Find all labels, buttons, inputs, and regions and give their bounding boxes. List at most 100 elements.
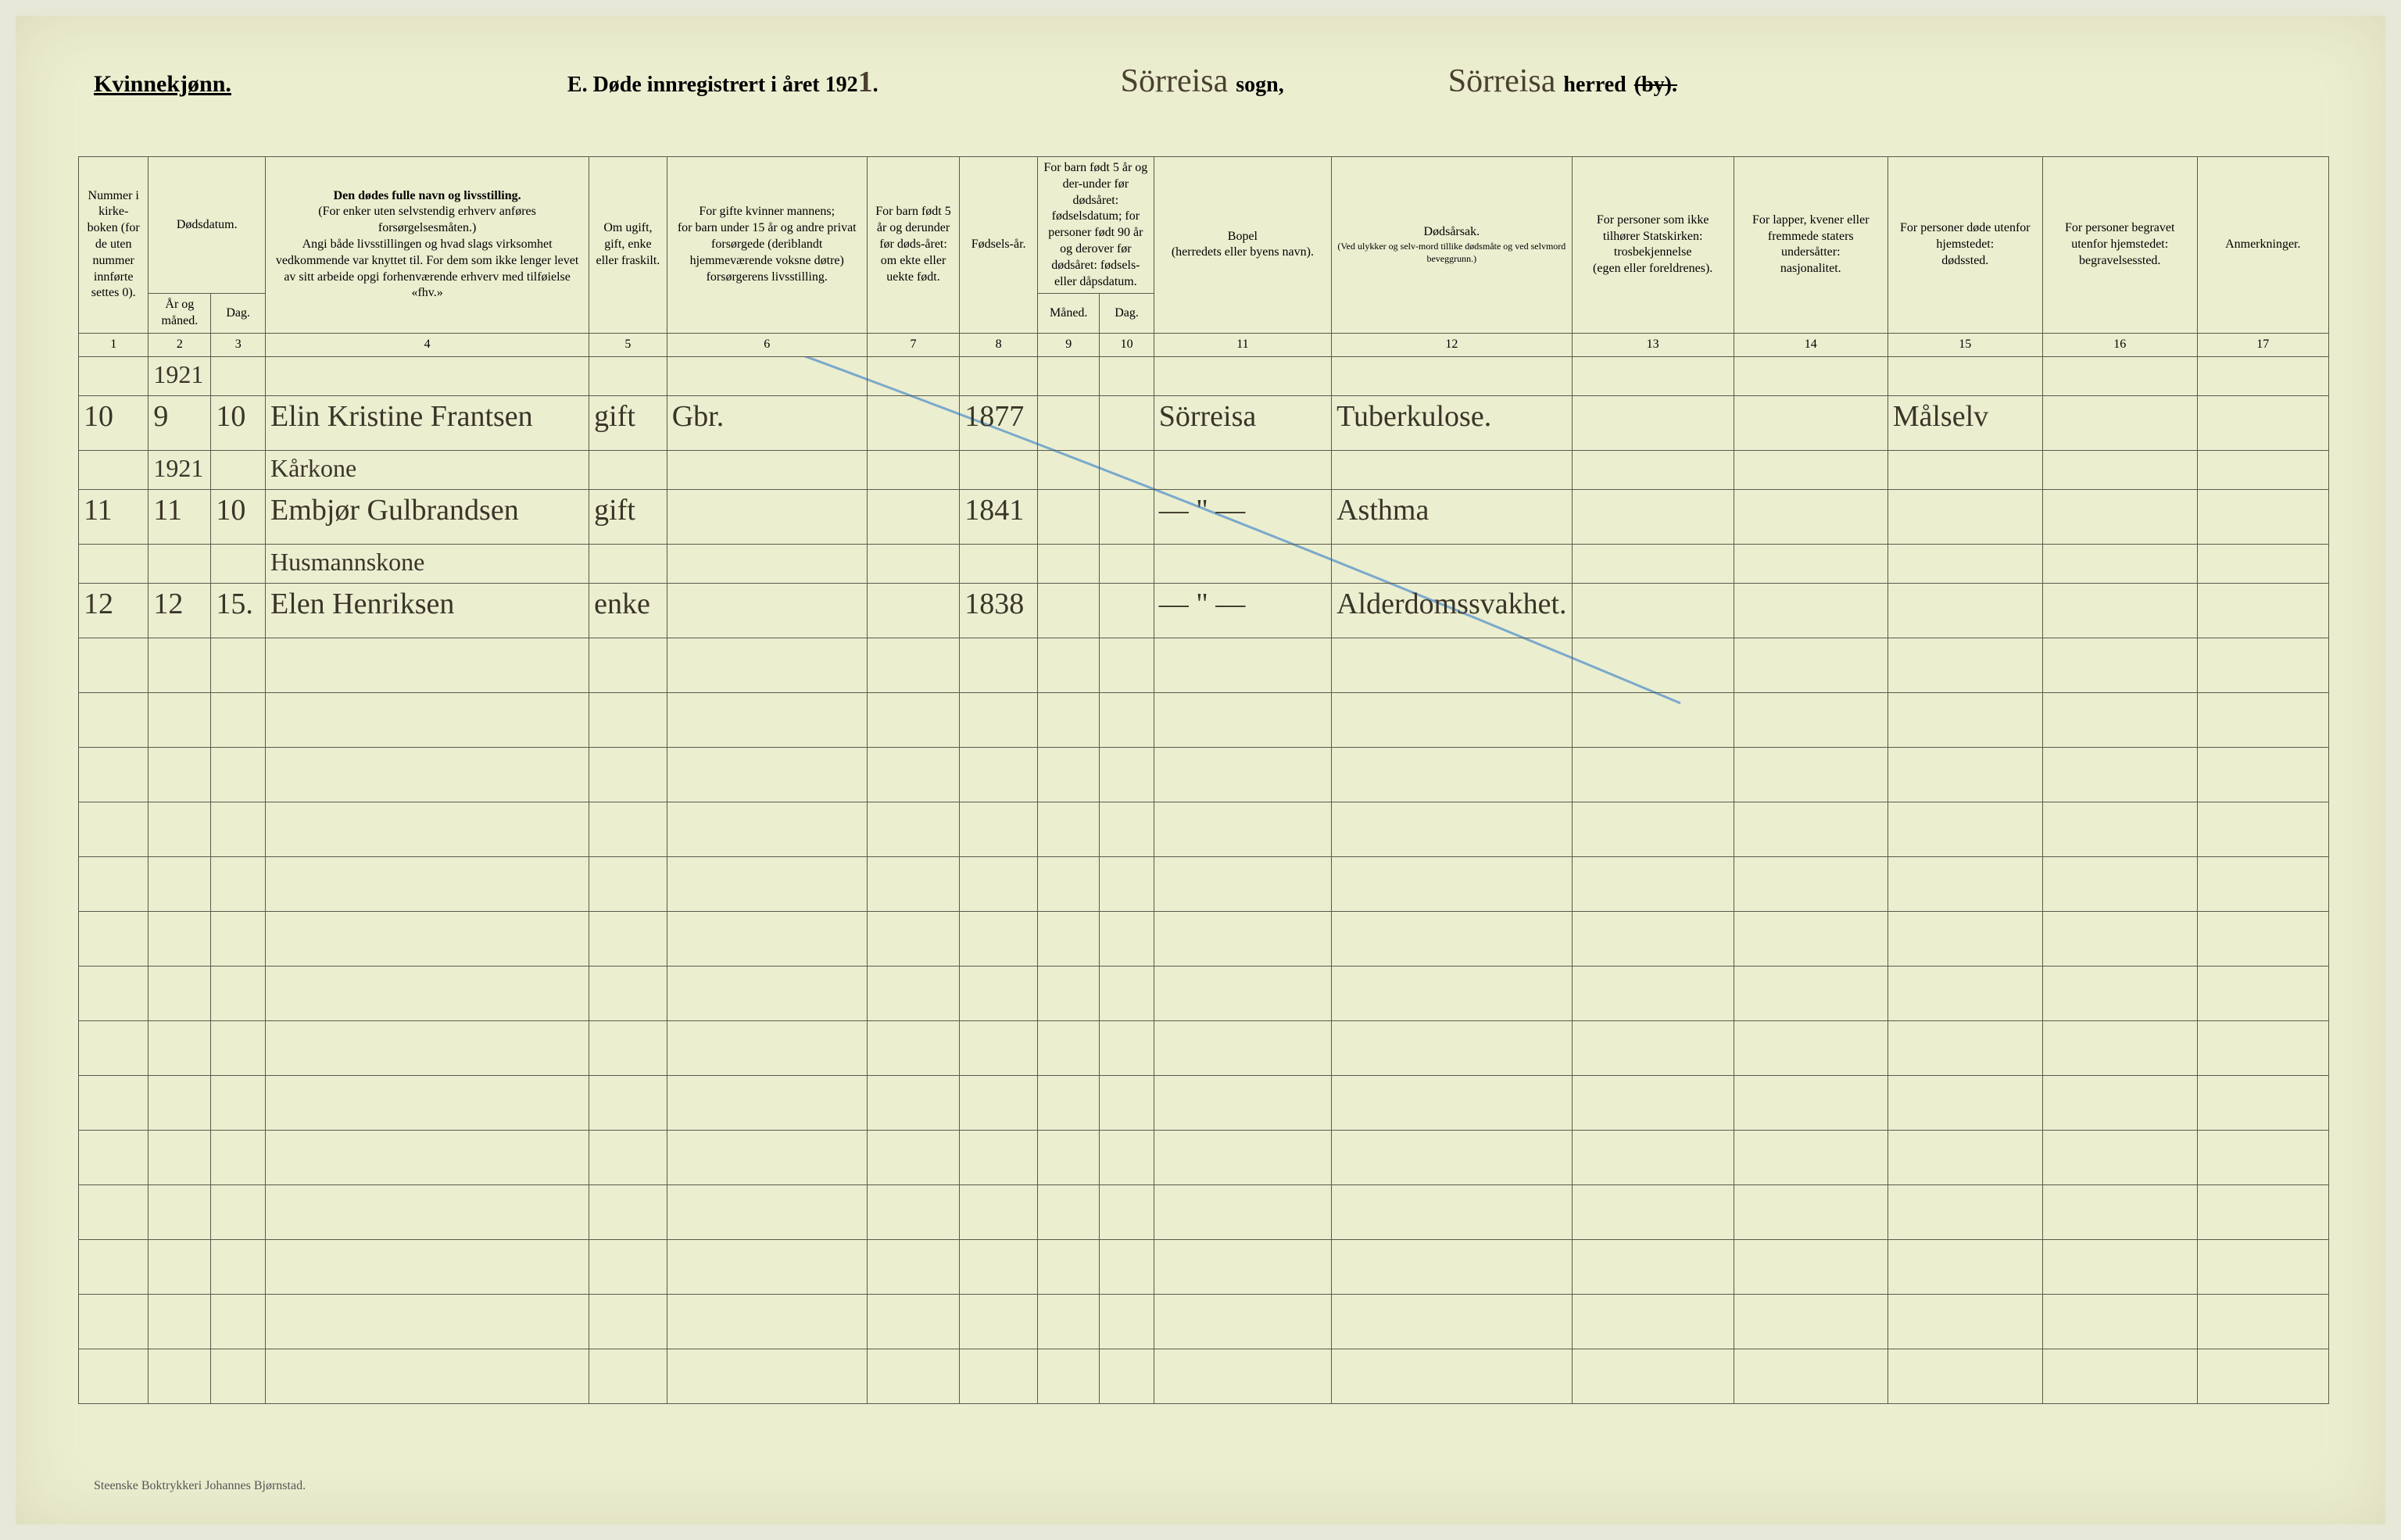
- table-row: [79, 856, 2329, 911]
- cell-bopel: — " —: [1154, 583, 1331, 638]
- colnum: 10: [1100, 333, 1154, 356]
- table-row: 10 9 10 Elin Kristine Frantsen gift Gbr.…: [79, 395, 2329, 450]
- colnum: 2: [148, 333, 211, 356]
- hdr-nat-b: nasjonalitet.: [1739, 261, 1883, 277]
- hdr-year-month: År og måned.: [148, 294, 211, 334]
- gender-label: Kvinnekjønn.: [94, 71, 231, 98]
- table-row: 1921 Kårkone: [79, 450, 2329, 489]
- cell-day: 10: [211, 489, 266, 544]
- sogn-label: sogn,: [1236, 73, 1283, 98]
- table-row: [79, 1239, 2329, 1294]
- table-row: [79, 1294, 2329, 1349]
- cell-num: 10: [79, 395, 148, 450]
- cell-birth: 1838: [960, 583, 1038, 638]
- colnum: 9: [1037, 333, 1099, 356]
- hdr-cause-a: Dødsårsak.: [1336, 224, 1566, 241]
- hdr-dp-b: dødssted.: [1893, 253, 2038, 270]
- hdr-bday: Dag.: [1100, 294, 1154, 334]
- hdr-deathplace: For personer døde utenfor hjemstedet: dø…: [1888, 157, 2042, 334]
- table-row: 12 12 15. Elen Henriksen enke 1838 — " —…: [79, 583, 2329, 638]
- hdr-provider-b: for barn under 15 år og andre privat for…: [672, 220, 862, 285]
- colnum: 4: [266, 333, 589, 356]
- table-row: Husmannskone: [79, 544, 2329, 583]
- table-row: [79, 638, 2329, 692]
- table-row: 1921: [79, 356, 2329, 395]
- cell-name: Elen Henriksen: [266, 583, 589, 638]
- colnum: 15: [1888, 333, 2042, 356]
- table-row: [79, 966, 2329, 1020]
- cell-month: 11: [148, 489, 211, 544]
- table-body: 1921 10 9 10 Elin Kristine Frantsen gift…: [79, 356, 2329, 1403]
- table-row: [79, 1349, 2329, 1403]
- table-row: [79, 1130, 2329, 1184]
- hdr-provider: For gifte kvinner mannens; for barn unde…: [667, 157, 867, 334]
- hdr-provider-a: For gifte kvinner mannens;: [672, 204, 862, 220]
- hdr-faith-b: trosbekjennelse: [1577, 245, 1729, 261]
- herred-label-b: (by).: [1634, 73, 1677, 98]
- title-period: .: [873, 73, 878, 97]
- cell-name: Embjør Gulbrandsen: [266, 489, 589, 544]
- colnum: 12: [1332, 333, 1572, 356]
- colnum: 14: [1734, 333, 1888, 356]
- hdr-cause: Dødsårsak. (Ved ulykker og selv-mord til…: [1332, 157, 1572, 334]
- cell-status: gift: [589, 489, 667, 544]
- herred-label-a: herred: [1563, 73, 1626, 98]
- hdr-birthdate: For barn født 5 år og der-under før døds…: [1037, 157, 1154, 294]
- cell-month: 12: [148, 583, 211, 638]
- table-row: [79, 747, 2329, 802]
- colnum: 1: [79, 333, 148, 356]
- cell-deathplace: Målselv: [1888, 395, 2042, 450]
- colnum: 13: [1572, 333, 1734, 356]
- year-suffix: 1: [858, 66, 873, 98]
- cell-cause: Asthma: [1332, 489, 1572, 544]
- cell-year: 1921: [148, 450, 211, 489]
- hdr-bopel: Bopel (herredets eller byens navn).: [1154, 157, 1331, 334]
- sogn-value: Sörreisa: [1121, 63, 1229, 100]
- table-row: [79, 911, 2329, 966]
- cell-status: gift: [589, 395, 667, 450]
- cell-bopel: — " —: [1154, 489, 1331, 544]
- colnum: 11: [1154, 333, 1331, 356]
- hdr-name: Den dødes fulle navn og livsstilling. (F…: [266, 157, 589, 334]
- hdr-bopel-b: (herredets eller byens navn).: [1159, 245, 1326, 261]
- hdr-legit: For barn født 5 år og derunder før døds-…: [867, 157, 960, 334]
- hdr-bp-b: begravelsessted.: [2048, 253, 2192, 270]
- hdr-birth: Fødsels-år.: [960, 157, 1038, 334]
- cell-occupation: Husmannskone: [266, 544, 589, 583]
- column-numbers-row: 1 2 3 4 5 6 7 8 9 10 11 12 13 14 15 16 1…: [79, 333, 2329, 356]
- cell-occupation: Kårkone: [266, 450, 589, 489]
- hdr-dp-a: For personer døde utenfor hjemstedet:: [1893, 220, 2038, 253]
- colnum: 8: [960, 333, 1038, 356]
- hdr-name-b: (For enker uten selvstendig erhverv anfø…: [270, 204, 584, 237]
- colnum: 16: [2042, 333, 2197, 356]
- title-prefix: E. Døde innregistrert i året 192: [567, 73, 858, 97]
- colnum: 5: [589, 333, 667, 356]
- cell-year: 1921: [148, 356, 211, 395]
- table-row: [79, 1184, 2329, 1239]
- colnum: 7: [867, 333, 960, 356]
- cell-cause: Alderdomssvakhet.: [1332, 583, 1572, 638]
- ledger-page: Kvinnekjønn. E. Døde innregistrert i åre…: [16, 16, 2385, 1524]
- hdr-day: Dag.: [211, 294, 266, 334]
- table-row: 11 11 10 Embjør Gulbrandsen gift 1841 — …: [79, 489, 2329, 544]
- hdr-bmonth: Måned.: [1037, 294, 1099, 334]
- hdr-name-c: Angi både livsstillingen og hvad slags v…: [270, 237, 584, 302]
- page-header: Kvinnekjønn. E. Døde innregistrert i åre…: [94, 63, 2307, 100]
- table-row: [79, 692, 2329, 747]
- colnum: 6: [667, 333, 867, 356]
- cell-birth: 1841: [960, 489, 1038, 544]
- hdr-name-a: Den dødes fulle navn og livsstilling.: [270, 188, 584, 205]
- hdr-remarks: Anmerkninger.: [2197, 157, 2328, 334]
- hdr-faith: For personer som ikke tilhører Statskirk…: [1572, 157, 1734, 334]
- table-row: [79, 1020, 2329, 1075]
- cell-name: Elin Kristine Frantsen: [266, 395, 589, 450]
- cell-provider: Gbr.: [667, 395, 867, 450]
- colnum: 3: [211, 333, 266, 356]
- cell-status: enke: [589, 583, 667, 638]
- colnum: 17: [2197, 333, 2328, 356]
- herred-value: Sörreisa: [1448, 63, 1556, 100]
- hdr-bp-a: For personer begravet utenfor hjemstedet…: [2048, 220, 2192, 253]
- cell-birth: 1877: [960, 395, 1038, 450]
- table-row: [79, 802, 2329, 856]
- hdr-faith-a: For personer som ikke tilhører Statskirk…: [1577, 213, 1729, 245]
